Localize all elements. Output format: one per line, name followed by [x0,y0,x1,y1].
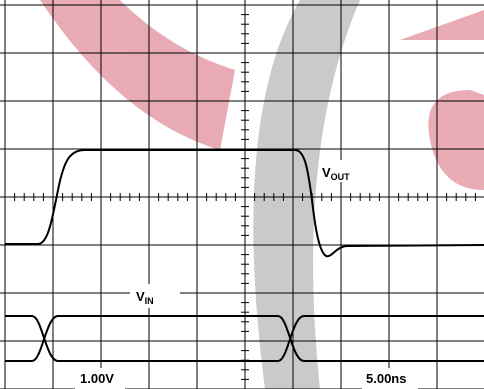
vout-trace [5,149,484,258]
vin-trace-b [5,315,484,362]
vin-label: VIN [136,289,154,306]
label-bg [130,284,180,308]
label-bg [362,368,418,389]
label-bg [75,368,125,389]
vin-trace-a [5,315,484,362]
watermark [40,0,484,389]
vout-label: VOUT [322,165,350,182]
time-scale: 5.00ns [366,371,406,386]
vertical-scale: 1.00V [80,371,114,386]
label-bg [320,160,365,182]
